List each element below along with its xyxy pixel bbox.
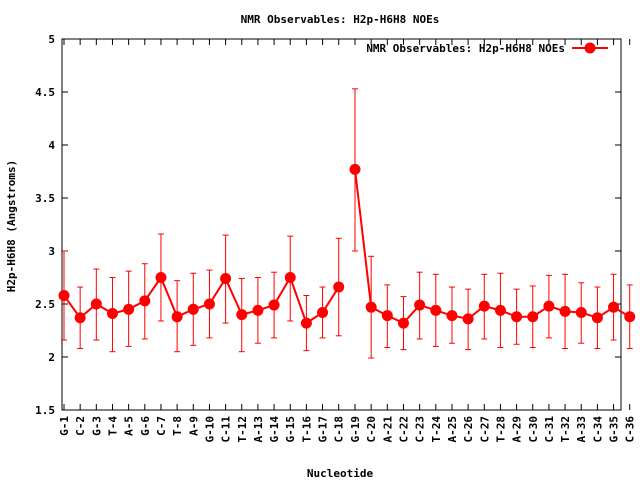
x-tick-label: G-14: [268, 416, 281, 443]
data-point: [559, 305, 571, 317]
data-point: [317, 306, 329, 318]
x-tick-label: C-2: [74, 416, 87, 436]
x-tick-label: T-24: [430, 416, 443, 443]
data-point: [527, 311, 539, 323]
x-tick-label: G-3: [90, 416, 103, 436]
x-tick-label: C-20: [365, 416, 378, 443]
legend: NMR Observables: H2p-H6H8 NOEs: [366, 42, 608, 55]
y-axis-label: H2p-H6H8 (Angstroms): [5, 160, 18, 292]
x-tick-label: C-31: [543, 416, 556, 443]
legend-marker: [584, 42, 596, 54]
data-point: [349, 163, 361, 175]
x-tick-label: C-27: [478, 416, 491, 443]
data-point: [236, 309, 248, 321]
x-tick-label: A-9: [187, 416, 200, 436]
x-tick-label: G-10: [203, 416, 216, 443]
x-tick-label: G-19: [349, 416, 362, 443]
x-tick-label: C-36: [624, 416, 637, 443]
x-tick-label: A-21: [381, 416, 394, 443]
x-tick-label: G-15: [284, 416, 297, 443]
y-axis: 1.5 2 2.5 3 3.5 4 4.5 5: [35, 33, 621, 417]
data-point: [543, 300, 555, 312]
data-point: [58, 290, 70, 302]
x-tick-label: C-30: [527, 416, 540, 443]
data-point: [187, 303, 199, 315]
data-point: [365, 301, 377, 313]
data-point: [203, 298, 215, 310]
y-tick-label: 3.5: [35, 192, 55, 205]
data-point: [171, 311, 183, 323]
data-point: [252, 304, 264, 316]
plot-area: [61, 38, 622, 411]
data-point: [430, 304, 442, 316]
data-point: [591, 312, 603, 324]
x-tick-label: C-34: [591, 416, 604, 443]
x-tick-label: G-35: [608, 416, 621, 443]
data-point: [90, 298, 102, 310]
data-point: [494, 304, 506, 316]
data-point: [220, 273, 232, 285]
y-tick-label: 1.5: [35, 404, 55, 417]
data-point: [284, 272, 296, 283]
data-point: [446, 310, 458, 322]
x-tick-label: A-13: [252, 416, 265, 443]
x-tick-label: T-16: [300, 416, 313, 443]
y-tick-label: 3: [48, 245, 55, 258]
series-line-segment: [354, 169, 631, 325]
x-axis: G-1 C-2 G-3 T-4 A-5 G-6 C-7 T-8 A-9 G-10 C-11 T-12 A…: [58, 39, 637, 443]
x-tick-label: T-8: [171, 416, 184, 436]
y-tick-label: 5: [48, 33, 55, 46]
data-point: [511, 311, 523, 323]
data-point: [478, 300, 490, 312]
x-tick-label: T-12: [236, 416, 249, 443]
x-tick-label: G-6: [139, 416, 152, 436]
y-tick-label: 4.5: [35, 86, 55, 99]
data-point: [268, 299, 280, 311]
legend-label: NMR Observables: H2p-H6H8 NOEs: [366, 42, 565, 55]
x-tick-label: T-28: [494, 416, 507, 443]
chart-title: NMR Observables: H2p-H6H8 NOEs: [241, 13, 440, 26]
data-point: [139, 295, 151, 307]
data-point: [462, 313, 474, 325]
data-point: [414, 299, 426, 311]
x-tick-label: A-25: [446, 416, 459, 443]
data-point: [155, 272, 167, 283]
x-tick-label: C-23: [414, 416, 427, 443]
data-point: [575, 306, 587, 318]
y-tick-label: 4: [48, 139, 55, 152]
x-tick-label: C-7: [155, 416, 168, 436]
data-point: [608, 301, 620, 313]
data-point: [300, 317, 312, 329]
x-tick-label: C-11: [220, 416, 233, 443]
series-line-segment: [63, 275, 340, 325]
x-tick-label: T-4: [106, 416, 119, 436]
x-tick-label: G-1: [58, 416, 71, 436]
data-point: [123, 303, 135, 315]
x-tick-label: A-33: [575, 416, 588, 443]
x-axis-label: Nucleotide: [307, 467, 374, 480]
x-tick-label: A-29: [511, 416, 524, 443]
series-layer: [58, 88, 636, 359]
x-tick-label: C-22: [397, 416, 410, 443]
data-point: [397, 317, 409, 329]
data-point: [381, 310, 393, 322]
data-point: [74, 312, 86, 324]
y-tick-label: 2.5: [35, 298, 55, 311]
data-point: [624, 311, 636, 323]
x-tick-label: A-5: [123, 416, 136, 436]
x-tick-label: T-32: [559, 416, 572, 443]
x-tick-label: C-26: [462, 416, 475, 443]
y-tick-label: 2: [48, 351, 55, 364]
x-tick-label: C-18: [333, 416, 346, 443]
data-point: [333, 281, 345, 293]
x-tick-label: G-17: [317, 416, 330, 443]
data-point: [106, 308, 118, 320]
